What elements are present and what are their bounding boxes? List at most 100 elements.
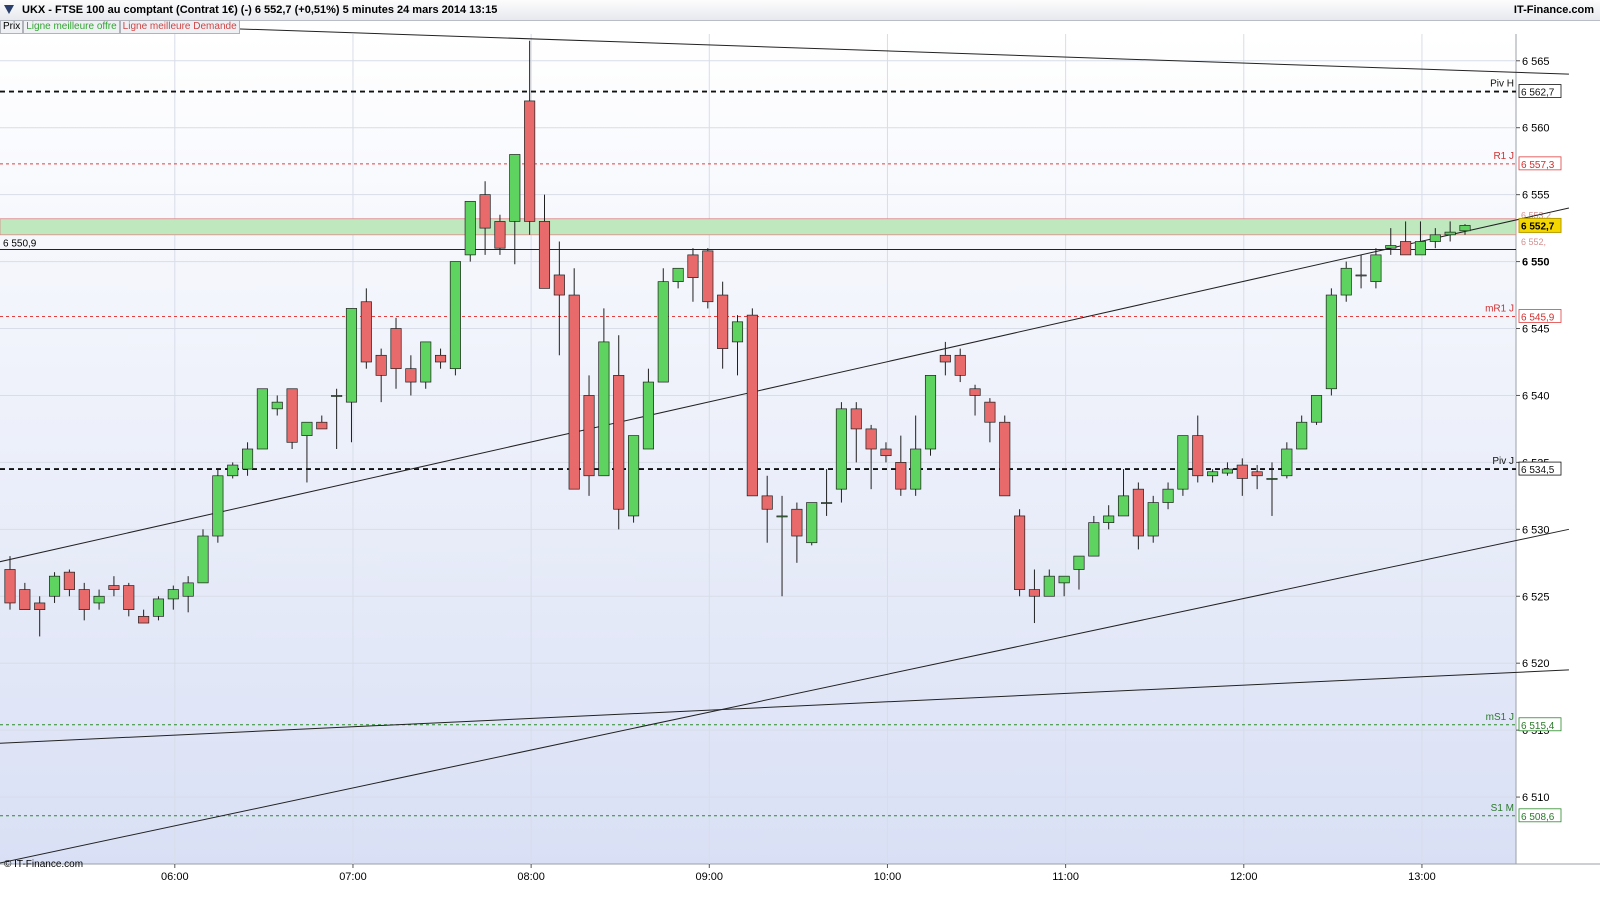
- candle: [212, 469, 224, 543]
- candle: [1014, 509, 1026, 597]
- candle-body: [242, 448, 254, 470]
- candle: [553, 241, 565, 356]
- candle-body: [761, 495, 773, 510]
- candle: [182, 576, 194, 613]
- candle-body: [954, 354, 966, 376]
- candle: [375, 348, 387, 403]
- pivot-label: mR1 J: [1485, 303, 1514, 314]
- candle: [672, 267, 684, 289]
- candle-body: [63, 571, 75, 590]
- candle: [524, 40, 536, 235]
- candle: [390, 317, 402, 389]
- last-price-label: 6 552,7: [1521, 221, 1555, 232]
- candle-body: [1162, 488, 1174, 503]
- candle-body: [345, 308, 358, 403]
- candle-body: [1207, 471, 1219, 477]
- candle-body: [1177, 435, 1189, 490]
- candle: [776, 495, 788, 597]
- candle-body: [672, 267, 684, 283]
- candle: [924, 375, 937, 456]
- candle-body: [1058, 575, 1070, 584]
- pivot-value-box: [1518, 156, 1562, 171]
- overlapped-label: 6 552,: [1521, 237, 1546, 247]
- pivot-value-box: [1518, 309, 1562, 323]
- chart-header: UKX - FTSE 100 au comptant (Contrat 1€) …: [0, 0, 1600, 21]
- candle-body: [138, 615, 150, 624]
- candle-body: [167, 589, 179, 600]
- candle-body: [598, 341, 610, 477]
- candle-body: [717, 294, 729, 349]
- candle: [271, 395, 283, 416]
- candle-body: [1132, 488, 1144, 537]
- candle: [1028, 569, 1040, 624]
- candle: [1236, 458, 1248, 496]
- candle-body: [538, 221, 551, 289]
- candle: [1429, 228, 1441, 249]
- pivot-value: 6 534,5: [1521, 465, 1555, 476]
- candle: [984, 398, 996, 443]
- candle: [880, 442, 892, 463]
- candle: [449, 261, 461, 376]
- candle: [197, 529, 209, 584]
- candle: [1266, 462, 1278, 516]
- candle: [954, 348, 966, 383]
- candle: [1414, 221, 1427, 256]
- candle-body: [197, 535, 209, 584]
- candle: [895, 435, 907, 496]
- candle: [1132, 482, 1144, 550]
- candle: [1192, 415, 1204, 483]
- candle: [1221, 462, 1233, 476]
- candle: [479, 181, 491, 255]
- pivot-value: 6 545,9: [1521, 312, 1555, 323]
- y-tick-label: 6 545: [1522, 324, 1550, 336]
- candle: [108, 576, 120, 597]
- candle: [1103, 505, 1115, 530]
- candle: [1073, 555, 1085, 590]
- candle: [1385, 228, 1397, 255]
- candle-body: [4, 569, 16, 604]
- candle-body: [642, 381, 654, 450]
- candle-body: [613, 375, 625, 510]
- pivot-value: 6 562,7: [1521, 88, 1555, 99]
- candle-body: [1429, 234, 1441, 242]
- candle: [1459, 224, 1471, 235]
- candle-body: [568, 294, 580, 490]
- legend-prix[interactable]: Prix: [0, 20, 24, 34]
- candle: [821, 469, 833, 516]
- candle: [345, 308, 358, 443]
- candle-body: [1236, 464, 1248, 479]
- candle-body: [123, 585, 135, 610]
- candle: [464, 200, 476, 262]
- legend-best-bid[interactable]: Ligne meilleure offre: [23, 20, 120, 34]
- candle: [1340, 261, 1352, 302]
- candle-body: [1385, 245, 1397, 249]
- candle-body: [1370, 254, 1382, 283]
- y-tick-label: 6 550: [1522, 257, 1550, 269]
- pivot-label: S1 M: [1491, 803, 1514, 814]
- candle-body: [1414, 241, 1427, 256]
- x-tick-label: 09:00: [696, 871, 724, 883]
- candle: [835, 402, 847, 503]
- legend-best-ask[interactable]: Ligne meilleure Demande: [119, 20, 240, 34]
- bid-ask-band: [0, 218, 1517, 236]
- candle: [1370, 248, 1382, 289]
- candle-body: [182, 582, 194, 597]
- candle: [746, 308, 758, 497]
- candle-body: [1088, 522, 1100, 557]
- candle-body: [835, 408, 847, 490]
- candle-body: [34, 602, 46, 610]
- candle: [152, 596, 165, 621]
- candle-body: [316, 421, 328, 430]
- pivot-value-box: [1518, 84, 1562, 98]
- candle-body: [1459, 225, 1471, 232]
- watermark: © IT-Finance.com: [4, 859, 84, 870]
- brand-name[interactable]: IT-Finance.com: [1513, 4, 1594, 16]
- candle: [420, 341, 432, 389]
- candle: [301, 421, 313, 483]
- candle-body: [1251, 471, 1263, 477]
- instrument-icon: [4, 5, 14, 14]
- candle: [1251, 465, 1263, 490]
- candle: [242, 442, 254, 476]
- legend-bar: Prix Ligne meilleure offre Ligne meilleu…: [0, 20, 240, 34]
